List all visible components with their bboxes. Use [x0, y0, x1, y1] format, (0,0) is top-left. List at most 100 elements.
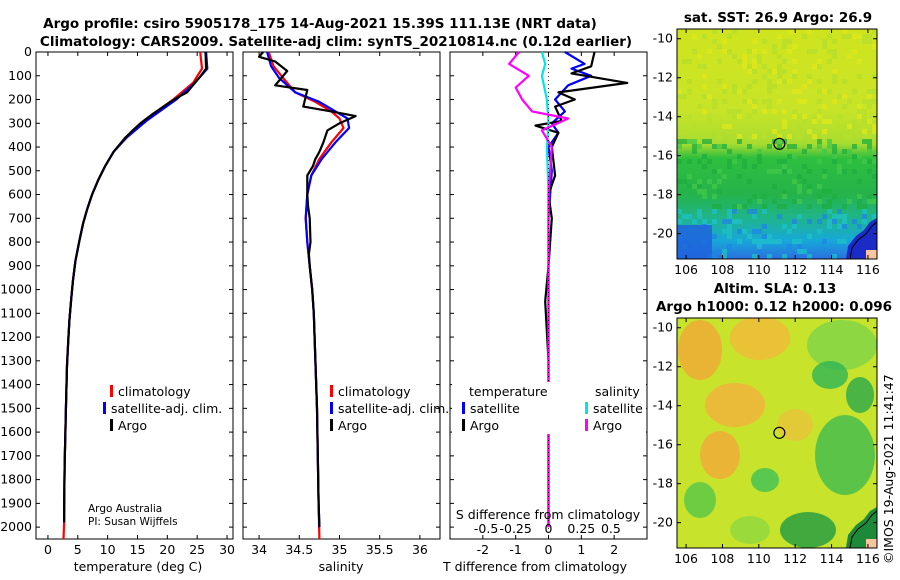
sst-pixel: [837, 224, 842, 229]
sst-pixel: [857, 224, 862, 229]
x-tick-label: 34.5: [285, 542, 313, 557]
sst-pixel: [867, 39, 872, 44]
legend-label-t-satellite: satellite: [470, 401, 520, 416]
sst-pixel: [852, 49, 857, 54]
sst-pixel: [842, 149, 847, 154]
sst-pixel: [837, 169, 842, 174]
y-tick-label: -20: [653, 515, 673, 530]
y-tick-label: 1600: [0, 424, 32, 439]
sst-pixel: [817, 159, 822, 164]
sst-pixel: [702, 164, 707, 169]
series-line-climatology: [267, 51, 345, 540]
temperature-legend: climatology satellite-adj. clim. Argo: [103, 384, 222, 433]
sla-blob: [705, 383, 765, 427]
sst-pixel: [737, 219, 742, 224]
sst-pixel: [687, 159, 692, 164]
sst-pixel: [732, 159, 737, 164]
sst-pixel: [777, 74, 782, 79]
sst-pixel: [697, 54, 702, 59]
sst-pixel: [772, 199, 777, 204]
sst-pixel: [742, 99, 747, 104]
sst-pixel: [717, 169, 722, 174]
sst-pixel: [742, 59, 747, 64]
sst-pixel: [737, 59, 742, 64]
sst-pixel: [792, 179, 797, 184]
sst-pixel: [682, 139, 687, 144]
series-line-climatology: [62, 51, 204, 540]
sst-pixel: [752, 49, 757, 54]
sst-pixel: [807, 234, 812, 239]
sst-pixel: [752, 39, 757, 44]
sst-pixel: [752, 129, 757, 134]
sst-pixel: [752, 209, 757, 214]
sst-pixel: [817, 194, 822, 199]
sst-pixel: [852, 219, 857, 224]
sst-pixel: [727, 244, 732, 249]
x-tick-label: 114: [820, 551, 844, 566]
temperature-xlabel: temperature (deg C): [74, 559, 203, 574]
x-tick-label: 108: [711, 551, 735, 566]
sst-pixel: [727, 109, 732, 114]
s-tick-label: -0.25: [499, 521, 531, 536]
sst-pixel: [692, 184, 697, 189]
argo-location-marker: [773, 426, 786, 439]
title-line-1: Argo profile: csiro 5905178_175 14-Aug-2…: [43, 16, 597, 32]
sst-pixel: [787, 244, 792, 249]
sst-pixel: [717, 249, 722, 254]
sst-pixel: [762, 224, 767, 229]
sst-pixel: [852, 34, 857, 39]
sst-pixel: [847, 129, 852, 134]
x-tick-label: 110: [747, 551, 771, 566]
sst-pixel: [707, 119, 712, 124]
sla-blob: [812, 361, 848, 389]
sst-pixel: [757, 149, 762, 154]
sst-pixel: [797, 189, 802, 194]
sst-pixel: [722, 49, 727, 54]
sst-pixel: [862, 159, 867, 164]
x-tick-label: 0: [545, 542, 553, 557]
sst-pixel: [712, 234, 717, 239]
sst-pixel: [767, 144, 772, 149]
sst-pixel: [762, 239, 767, 244]
sst-pixel: [782, 79, 787, 84]
legend-swatch-s-argo: [585, 419, 588, 431]
sst-pixel: [797, 134, 802, 139]
sst-pixel: [867, 104, 872, 109]
x-tick-label: 34: [251, 542, 267, 557]
sst-pixel: [832, 74, 837, 79]
sst-pixel: [757, 199, 762, 204]
sst-pixel: [827, 199, 832, 204]
sst-pixel: [797, 89, 802, 94]
sst-pixel: [817, 184, 822, 189]
sst-pixel: [842, 104, 847, 109]
sst-pixel: [827, 144, 832, 149]
sst-pixel: [697, 159, 702, 164]
s-difference-label: S difference from climatology: [456, 507, 641, 522]
sst-pixel: [817, 139, 822, 144]
x-tick-label: 116: [856, 262, 880, 277]
sst-pixel: [772, 184, 777, 189]
sst-pixel: [822, 174, 827, 179]
sst-pixel: [812, 49, 817, 54]
sst-pixel: [677, 94, 682, 99]
y-tick-label: -18: [653, 476, 673, 491]
sla-blob: [684, 482, 716, 518]
sst-pixel: [822, 44, 827, 49]
sst-pixel: [702, 84, 707, 89]
sst-pixel: [732, 114, 737, 119]
y-tick-label: -14: [653, 109, 673, 124]
sst-pixel: [757, 59, 762, 64]
sst-cold-patch: [677, 225, 712, 259]
sst-pixel: [852, 124, 857, 129]
sst-pixel: [732, 54, 737, 59]
legend-label-climatology: climatology: [118, 384, 191, 399]
sst-pixel: [787, 29, 792, 34]
y-tick-label: 400: [8, 139, 32, 154]
sst-pixel: [807, 189, 812, 194]
sst-pixel: [677, 154, 682, 159]
sst-pixel: [787, 154, 792, 159]
sst-pixel: [872, 174, 877, 179]
legend-swatch-climatology: [110, 385, 113, 397]
sst-pixel: [867, 89, 872, 94]
sst-map-axes: 106 108 110 112 114 116 -10 -12 -14 -16 -18 -20: [653, 29, 880, 277]
